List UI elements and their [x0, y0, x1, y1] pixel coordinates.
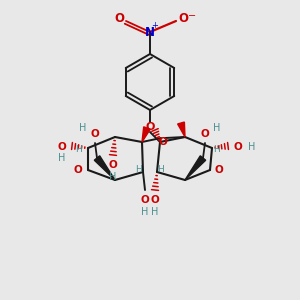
Polygon shape [185, 156, 206, 180]
Text: O: O [178, 13, 188, 26]
Polygon shape [178, 122, 185, 137]
Text: O: O [151, 195, 159, 205]
Text: O: O [214, 165, 224, 175]
Text: O: O [114, 13, 124, 26]
Text: O: O [201, 129, 209, 139]
Text: H: H [151, 207, 159, 217]
Text: O: O [145, 122, 155, 132]
Polygon shape [94, 156, 115, 180]
Text: H: H [76, 146, 82, 154]
Text: O: O [141, 195, 149, 205]
Text: H: H [109, 172, 117, 182]
Text: O: O [109, 160, 117, 170]
Text: O: O [58, 142, 66, 152]
Text: H: H [214, 146, 220, 154]
Text: O: O [74, 165, 82, 175]
Text: H: H [79, 123, 87, 133]
Text: +: + [152, 20, 158, 29]
Text: O: O [234, 142, 242, 152]
Polygon shape [142, 127, 150, 142]
Text: H: H [158, 166, 164, 175]
Text: H: H [213, 123, 221, 133]
Text: H: H [141, 207, 149, 217]
Text: H: H [136, 166, 142, 175]
Text: −: − [188, 11, 196, 21]
Text: H: H [58, 153, 66, 163]
Text: H: H [248, 142, 256, 152]
Text: N: N [145, 26, 155, 38]
Text: O: O [91, 129, 99, 139]
Text: O: O [159, 137, 167, 147]
